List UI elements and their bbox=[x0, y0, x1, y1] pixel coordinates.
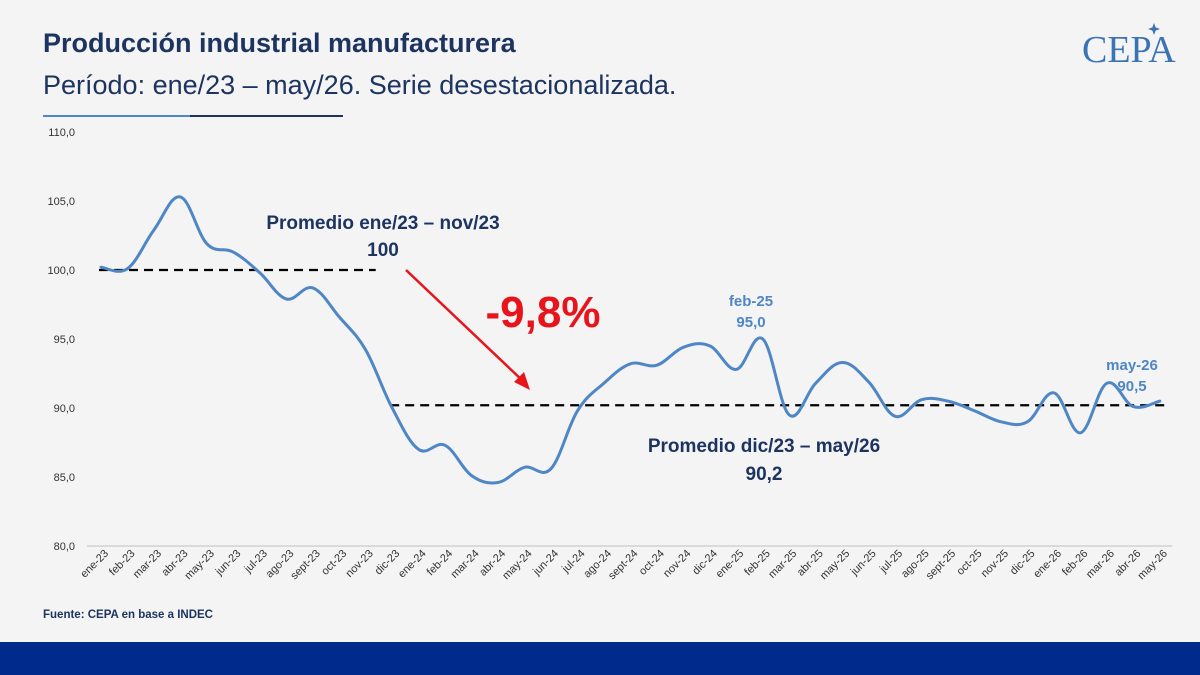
y-tick-label: 85,0 bbox=[54, 472, 75, 484]
title-underline bbox=[43, 115, 343, 117]
data-point-ene-24 bbox=[417, 448, 420, 451]
data-point-sept-23 bbox=[311, 286, 314, 289]
y-axis: 80,0 85,0 90,0 95,0 100,0 105,0 110,0 bbox=[47, 127, 75, 553]
y-tick-label: 95,0 bbox=[54, 334, 75, 346]
data-point-ene-26 bbox=[1052, 391, 1055, 394]
data-point-mar-26 bbox=[1105, 382, 1108, 385]
logo-star-icon bbox=[1148, 23, 1160, 35]
data-point-nov-24 bbox=[682, 346, 685, 349]
data-point-mar-23 bbox=[152, 228, 155, 231]
x-tick-label: nov-24 bbox=[661, 548, 693, 580]
data-point-dic-25 bbox=[1026, 420, 1029, 423]
reference-lines bbox=[99, 268, 1170, 407]
data-point-abr-25 bbox=[814, 382, 817, 385]
data-point-jul-25 bbox=[894, 415, 897, 418]
data-point-nov-23 bbox=[364, 349, 367, 352]
data-point-jul-23 bbox=[258, 271, 261, 274]
cepa-logo: CEPA bbox=[1082, 29, 1176, 71]
y-tick-label: 105,0 bbox=[47, 196, 75, 208]
data-point-mar-24 bbox=[470, 474, 473, 477]
x-tick-label: sept-23 bbox=[288, 548, 322, 582]
x-tick-label: may-23 bbox=[183, 548, 217, 582]
data-point-jun-24 bbox=[549, 467, 552, 470]
x-tick-label: nov-25 bbox=[979, 548, 1011, 580]
avg2-value: 90,2 bbox=[746, 464, 783, 485]
data-point-jul-24 bbox=[576, 409, 579, 412]
x-tick-label: may-26 bbox=[1135, 548, 1169, 582]
x-tick-label: mar-24 bbox=[449, 548, 482, 581]
data-point-abr-24 bbox=[497, 481, 500, 484]
data-point-jun-25 bbox=[867, 380, 870, 383]
x-tick-label: may-25 bbox=[818, 548, 852, 582]
x-tick-label: jun-23 bbox=[213, 548, 244, 579]
series-line bbox=[99, 195, 1162, 485]
x-tick-label: nov-23 bbox=[344, 548, 376, 580]
data-point-oct-23 bbox=[338, 315, 341, 318]
peak-label: feb-25 bbox=[729, 293, 773, 310]
data-point-dic-23 bbox=[391, 407, 394, 410]
data-point-may-25 bbox=[841, 361, 844, 364]
last-value: 90,5 bbox=[1117, 378, 1146, 395]
x-tick-label: jun-25 bbox=[848, 548, 879, 579]
x-tick-label: ene-23 bbox=[78, 548, 111, 581]
data-point-ene-25 bbox=[735, 368, 738, 371]
y-tick-label: 90,0 bbox=[54, 403, 75, 415]
x-axis: ene-23feb-23mar-23abr-23may-23jun-23jul-… bbox=[78, 545, 1173, 582]
data-point-nov-25 bbox=[999, 420, 1002, 423]
change-arrow bbox=[405, 269, 525, 383]
page-title: Producción industrial manufacturera bbox=[43, 28, 516, 58]
x-tick-label: ene-25 bbox=[714, 548, 747, 581]
avg2-label: Promedio dic/23 – may/26 bbox=[648, 436, 880, 457]
data-point-abr-23 bbox=[179, 195, 182, 198]
change-label: -9,8% bbox=[486, 288, 601, 337]
data-point-ago-25 bbox=[920, 398, 923, 401]
data-point-ago-24 bbox=[602, 382, 605, 385]
footer-bar bbox=[0, 642, 1200, 675]
page-subtitle: Período: ene/23 – may/26. Serie desestac… bbox=[43, 70, 677, 100]
peak-value: 95,0 bbox=[736, 314, 765, 331]
change-arrow-head bbox=[514, 372, 530, 390]
avg1-label: Promedio ene/23 – nov/23 bbox=[266, 213, 499, 234]
data-point-ago-23 bbox=[285, 297, 288, 300]
avg1-value: 100 bbox=[367, 240, 399, 261]
data-point-ene-23 bbox=[100, 266, 103, 269]
data-point-feb-25 bbox=[761, 338, 764, 341]
data-point-oct-25 bbox=[973, 409, 976, 412]
data-point-dic-24 bbox=[708, 344, 711, 347]
data-point-feb-24 bbox=[444, 444, 447, 447]
y-tick-label: 110,0 bbox=[48, 127, 75, 139]
x-tick-label: may-24 bbox=[500, 548, 534, 582]
data-point-abr-26 bbox=[1132, 405, 1135, 408]
annotations: Promedio ene/23 – nov/23 100 Promedio di… bbox=[266, 213, 1158, 485]
data-point-may-26 bbox=[1158, 400, 1161, 403]
last-label: may-26 bbox=[1106, 357, 1158, 374]
series-line-group bbox=[99, 195, 1162, 485]
data-point-mar-25 bbox=[788, 413, 791, 416]
x-tick-label: ene-24 bbox=[396, 548, 429, 581]
data-point-feb-23 bbox=[126, 267, 129, 270]
data-point-may-23 bbox=[205, 242, 208, 245]
data-point-sept-24 bbox=[629, 362, 632, 365]
source-note: Fuente: CEPA en base a INDEC bbox=[43, 609, 213, 621]
x-tick-label: mar-26 bbox=[1084, 548, 1117, 581]
data-point-jun-23 bbox=[232, 251, 235, 254]
y-tick-label: 100,0 bbox=[47, 265, 75, 277]
data-point-oct-24 bbox=[655, 364, 658, 367]
data-point-feb-26 bbox=[1079, 431, 1082, 434]
x-tick-label: jun-24 bbox=[530, 548, 561, 579]
x-tick-label: mar-23 bbox=[131, 548, 164, 581]
y-tick-label: 80,0 bbox=[54, 541, 75, 553]
data-point-sept-25 bbox=[947, 400, 950, 403]
x-tick-label: ene-26 bbox=[1031, 548, 1064, 581]
x-tick-label: sept-25 bbox=[924, 548, 958, 582]
x-tick-label: sept-24 bbox=[606, 548, 640, 582]
x-tick-label: mar-25 bbox=[766, 548, 799, 581]
data-point-may-24 bbox=[523, 466, 526, 469]
